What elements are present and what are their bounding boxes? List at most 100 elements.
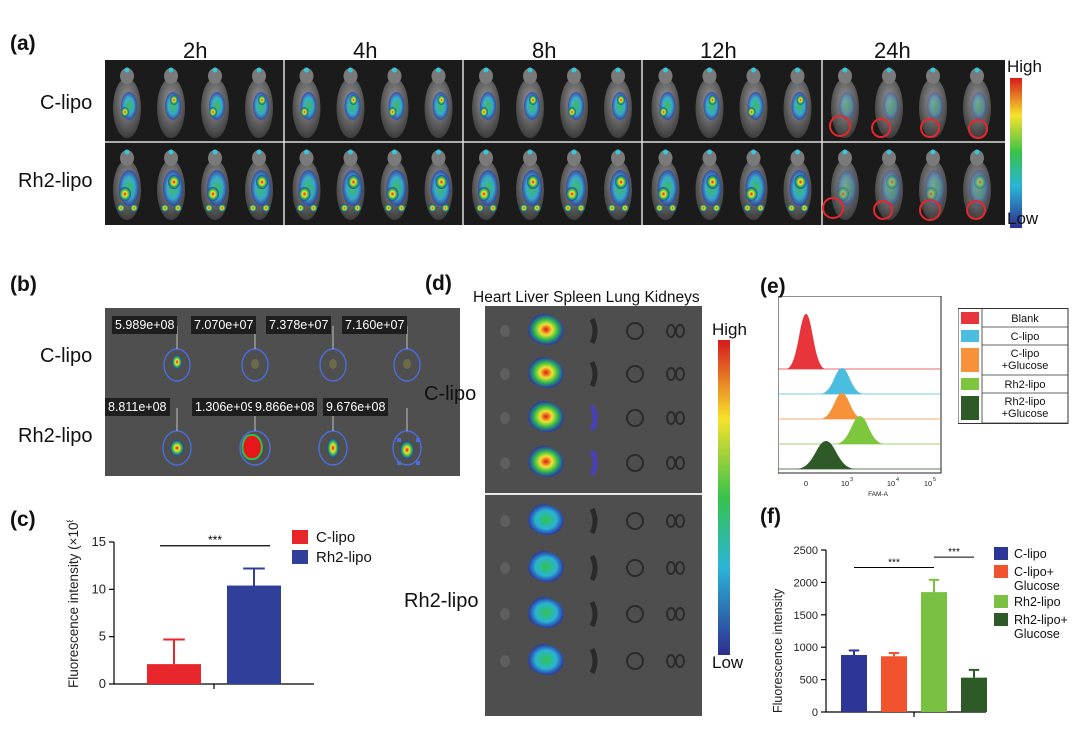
legend-label: +Glucose (1002, 360, 1049, 372)
panel-a-imaging-grid (105, 60, 1005, 225)
liver-organ (528, 597, 564, 628)
panel-e-xlabel: FAM-A (868, 491, 889, 498)
mouse-image (336, 67, 365, 138)
heart-organ (500, 562, 510, 574)
mouse-image (201, 67, 229, 138)
panel-b-value-c-3: 7.378e+07 (266, 316, 332, 334)
mouse-image (380, 67, 409, 138)
lung-organ (626, 559, 644, 577)
kidney-organ (675, 561, 685, 575)
legend-swatch (961, 348, 979, 372)
mouse-image (651, 67, 680, 138)
mouse-image (875, 149, 903, 220)
panel-b-value-c-1: 5.989e+08 (112, 316, 178, 334)
histogram-peak (819, 393, 865, 419)
histogram-peak (786, 314, 826, 369)
mouse-image (157, 149, 185, 220)
panel-f-chart: 0 500 1000 1500 2000 2500 *** *** Fluorescence i… (771, 545, 1068, 719)
spleen-organ (589, 360, 598, 388)
panel-b-value-rh2-2: 1.306e+09 (192, 398, 258, 416)
mouse-image (739, 149, 768, 220)
y-tick-label: 1500 (794, 610, 818, 622)
row-label-c-lipo: C-lipo (40, 92, 93, 114)
y-axis-label: Fluorescence intensity (771, 588, 785, 713)
panel-b-value-rh2-1: 8.811e+08 (105, 398, 170, 416)
legend-label: C-lipo (1014, 547, 1047, 561)
kidney-organ (675, 514, 685, 528)
mouse-image (245, 67, 273, 138)
liver-organ (528, 551, 564, 582)
liver-organ (528, 314, 564, 345)
panel-b-label: (b) (10, 273, 37, 296)
mouse-image (424, 149, 453, 220)
liver-organ (528, 401, 564, 432)
heart-organ (500, 368, 510, 380)
bar (881, 656, 907, 712)
panel-d-colorbar (718, 340, 730, 655)
panel-e-xtick-0: 0 (804, 479, 808, 488)
mouse-image (201, 149, 229, 220)
legend-swatch (994, 565, 1008, 578)
liver-organ (528, 504, 564, 535)
mouse-image (604, 67, 632, 138)
spleen-organ (589, 647, 598, 675)
mouse-image (245, 149, 273, 220)
liver-organ (528, 357, 564, 388)
histogram-peak (819, 368, 865, 394)
legend-label: Rh2-lipo+ (1014, 613, 1068, 627)
panel-c-label: (c) (10, 508, 36, 531)
mouse-image (292, 149, 321, 220)
bar (921, 592, 947, 712)
heart-organ (500, 457, 510, 469)
heart-organ (500, 515, 510, 527)
kidney-organ (675, 411, 685, 425)
kidney-organ (675, 324, 685, 338)
legend-swatch (961, 396, 979, 420)
legend-swatch (292, 550, 308, 564)
y-tick-label: 15 (92, 534, 106, 549)
significance-label: *** (888, 557, 900, 568)
legend-label: C-lipo (316, 529, 355, 546)
legend-label: Rh2-lipo (1005, 379, 1046, 391)
spleen-organ (589, 600, 598, 628)
row-label-rh2-lipo: Rh2-lipo (18, 170, 93, 192)
significance-label: *** (948, 547, 960, 558)
legend-label: C-lipo (1011, 348, 1040, 360)
mouse-image (424, 67, 453, 138)
panel-d-organ-image (485, 306, 702, 716)
mouse-image (560, 149, 588, 220)
y-tick-label: 500 (800, 675, 818, 687)
legend-swatch (994, 547, 1008, 560)
spleen-organ (589, 317, 598, 345)
legend-swatch (292, 530, 308, 544)
heart-organ (500, 325, 510, 337)
kidney-organ (675, 456, 685, 470)
significance-label: *** (208, 533, 222, 547)
mouse-image (783, 67, 812, 138)
mouse-image (157, 67, 185, 138)
panel-a-colorbar (1010, 78, 1022, 228)
y-tick-label: 0 (812, 707, 818, 719)
mouse-image (831, 149, 859, 220)
y-tick-label: 10 (92, 581, 106, 596)
legend-swatch (961, 378, 979, 390)
y-tick-label: 1000 (794, 642, 818, 654)
panel-d-organ-labels: Heart Liver Spleen Lung Kidneys (473, 289, 700, 306)
legend-label: Rh2-lipo (1005, 396, 1046, 408)
mouse-image (739, 67, 768, 138)
mouse-image (516, 67, 544, 138)
panel-b-row-rh2-lipo: Rh2-lipo (18, 425, 93, 447)
mouse-image (695, 149, 724, 220)
spleen-organ (589, 404, 598, 432)
time-label-24h: 24h (874, 38, 911, 63)
panel-e-xtick-3-exp: 5 (933, 477, 936, 483)
panel-e-xtick-2: 10 (887, 479, 895, 488)
panel-b-value-c-2: 7.070e+07 (191, 316, 257, 334)
lung-organ (626, 652, 644, 670)
lung-organ (626, 454, 644, 472)
lung-organ (626, 512, 644, 530)
panel-d-row-c-lipo: C-lipo (424, 383, 477, 405)
panel-f-label: (f) (760, 505, 781, 528)
spleen-organ (589, 449, 598, 477)
panel-d-label: (d) (425, 272, 452, 295)
